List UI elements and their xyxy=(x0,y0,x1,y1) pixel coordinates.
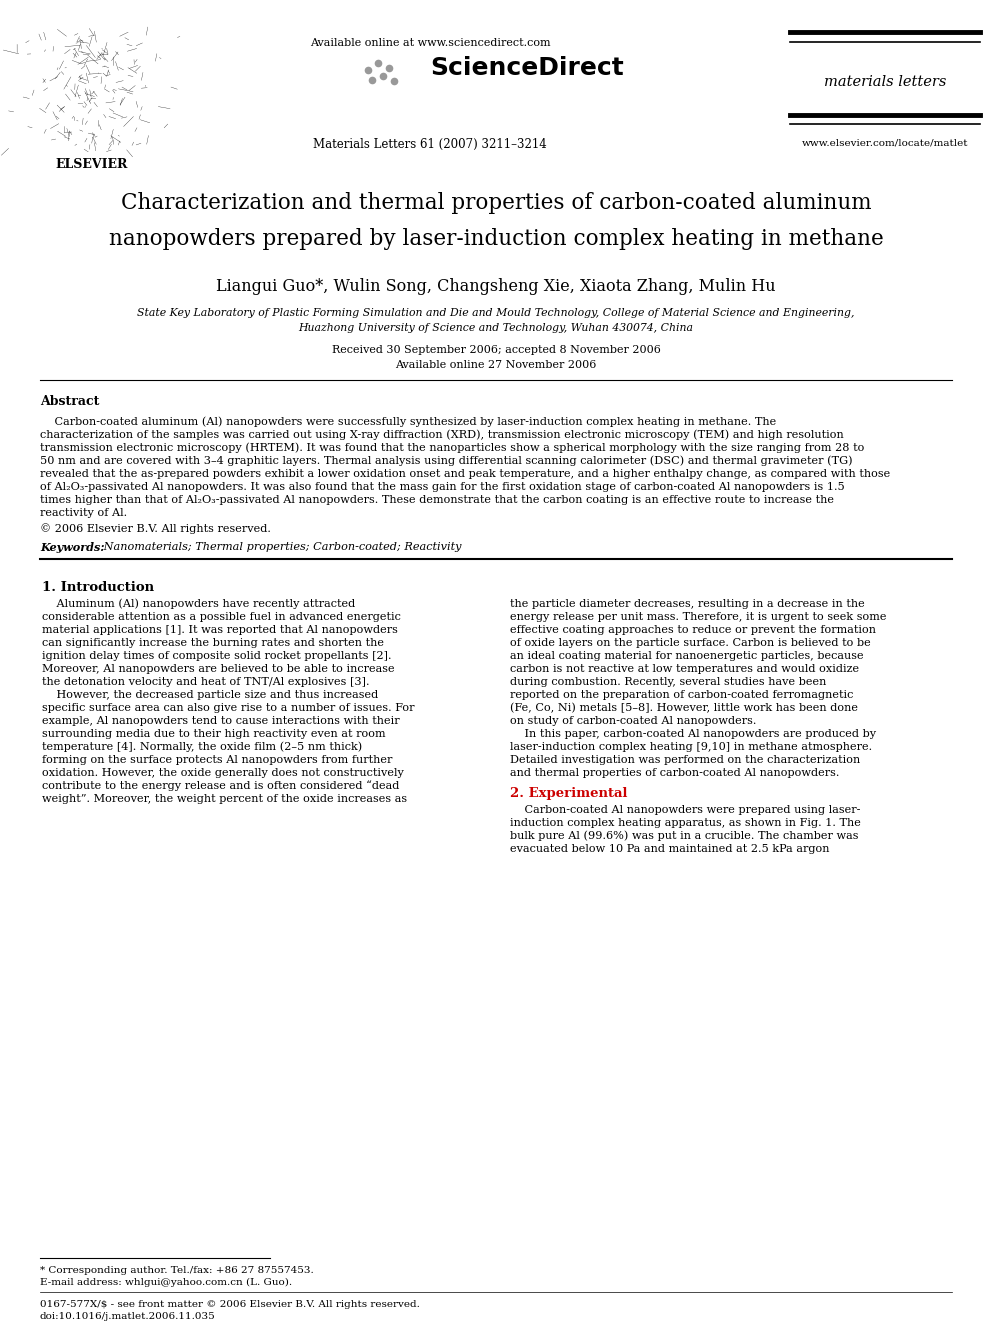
Text: an ideal coating material for nanoenergetic particles, because: an ideal coating material for nanoenerge… xyxy=(510,651,864,660)
Text: 0167-577X/$ - see front matter © 2006 Elsevier B.V. All rights reserved.: 0167-577X/$ - see front matter © 2006 El… xyxy=(40,1301,420,1308)
Text: considerable attention as a possible fuel in advanced energetic: considerable attention as a possible fue… xyxy=(42,611,401,622)
Text: characterization of the samples was carried out using X-ray diffraction (XRD), t: characterization of the samples was carr… xyxy=(40,429,844,439)
Text: ScienceDirect: ScienceDirect xyxy=(430,56,624,79)
Text: weight”. Moreover, the weight percent of the oxide increases as: weight”. Moreover, the weight percent of… xyxy=(42,794,407,803)
Text: 50 nm and are covered with 3–4 graphitic layers. Thermal analysis using differen: 50 nm and are covered with 3–4 graphitic… xyxy=(40,455,853,466)
Text: However, the decreased particle size and thus increased: However, the decreased particle size and… xyxy=(42,689,378,700)
Text: of oxide layers on the particle surface. Carbon is believed to be: of oxide layers on the particle surface.… xyxy=(510,638,871,647)
Text: effective coating approaches to reduce or prevent the formation: effective coating approaches to reduce o… xyxy=(510,624,876,635)
Text: Keywords:: Keywords: xyxy=(40,541,104,553)
Text: during combustion. Recently, several studies have been: during combustion. Recently, several stu… xyxy=(510,676,826,687)
Text: © 2006 Elsevier B.V. All rights reserved.: © 2006 Elsevier B.V. All rights reserved… xyxy=(40,524,271,534)
Text: Abstract: Abstract xyxy=(40,396,99,407)
Text: reactivity of Al.: reactivity of Al. xyxy=(40,508,127,519)
Text: Received 30 September 2006; accepted 8 November 2006: Received 30 September 2006; accepted 8 N… xyxy=(331,345,661,355)
Text: Moreover, Al nanopowders are believed to be able to increase: Moreover, Al nanopowders are believed to… xyxy=(42,664,395,673)
Text: material applications [1]. It was reported that Al nanopowders: material applications [1]. It was report… xyxy=(42,624,398,635)
Text: the detonation velocity and heat of TNT/Al explosives [3].: the detonation velocity and heat of TNT/… xyxy=(42,676,369,687)
Text: contribute to the energy release and is often considered “dead: contribute to the energy release and is … xyxy=(42,781,400,791)
Text: Available online at www.sciencedirect.com: Available online at www.sciencedirect.co… xyxy=(310,38,551,48)
Text: on study of carbon-coated Al nanopowders.: on study of carbon-coated Al nanopowders… xyxy=(510,716,756,725)
Text: can significantly increase the burning rates and shorten the: can significantly increase the burning r… xyxy=(42,638,384,647)
Text: transmission electronic microscopy (HRTEM). It was found that the nanoparticles : transmission electronic microscopy (HRTE… xyxy=(40,442,864,452)
Text: example, Al nanopowders tend to cause interactions with their: example, Al nanopowders tend to cause in… xyxy=(42,716,400,725)
Text: oxidation. However, the oxide generally does not constructively: oxidation. However, the oxide generally … xyxy=(42,767,404,778)
Text: specific surface area can also give rise to a number of issues. For: specific surface area can also give rise… xyxy=(42,703,415,713)
Text: bulk pure Al (99.6%) was put in a crucible. The chamber was: bulk pure Al (99.6%) was put in a crucib… xyxy=(510,831,858,841)
Text: laser-induction complex heating [9,10] in methane atmosphere.: laser-induction complex heating [9,10] i… xyxy=(510,742,872,751)
Text: times higher than that of Al₂O₃-passivated Al nanopowders. These demonstrate tha: times higher than that of Al₂O₃-passivat… xyxy=(40,495,834,505)
Text: Liangui Guo*, Wulin Song, Changsheng Xie, Xiaota Zhang, Mulin Hu: Liangui Guo*, Wulin Song, Changsheng Xie… xyxy=(216,278,776,295)
Text: ELSEVIER: ELSEVIER xyxy=(56,157,128,171)
Text: doi:10.1016/j.matlet.2006.11.035: doi:10.1016/j.matlet.2006.11.035 xyxy=(40,1312,215,1320)
Text: E-mail address: whlgui@yahoo.com.cn (L. Guo).: E-mail address: whlgui@yahoo.com.cn (L. … xyxy=(40,1278,292,1287)
Text: and thermal properties of carbon-coated Al nanopowders.: and thermal properties of carbon-coated … xyxy=(510,767,839,778)
Text: surrounding media due to their high reactivity even at room: surrounding media due to their high reac… xyxy=(42,729,386,738)
Text: the particle diameter decreases, resulting in a decrease in the: the particle diameter decreases, resulti… xyxy=(510,598,865,609)
Text: Detailed investigation was performed on the characterization: Detailed investigation was performed on … xyxy=(510,754,860,765)
Text: Characterization and thermal properties of carbon-coated aluminum: Characterization and thermal properties … xyxy=(121,192,871,214)
Text: carbon is not reactive at low temperatures and would oxidize: carbon is not reactive at low temperatur… xyxy=(510,664,859,673)
Text: Carbon-coated aluminum (Al) nanopowders were successfully synthesized by laser-i: Carbon-coated aluminum (Al) nanopowders … xyxy=(40,415,777,426)
Text: of Al₂O₃-passivated Al nanopowders. It was also found that the mass gain for the: of Al₂O₃-passivated Al nanopowders. It w… xyxy=(40,482,845,492)
Text: forming on the surface protects Al nanopowders from further: forming on the surface protects Al nanop… xyxy=(42,754,393,765)
Text: Available online 27 November 2006: Available online 27 November 2006 xyxy=(396,360,596,370)
Text: In this paper, carbon-coated Al nanopowders are produced by: In this paper, carbon-coated Al nanopowd… xyxy=(510,729,876,738)
Text: revealed that the as-prepared powders exhibit a lower oxidation onset and peak t: revealed that the as-prepared powders ex… xyxy=(40,468,890,479)
Text: Materials Letters 61 (2007) 3211–3214: Materials Letters 61 (2007) 3211–3214 xyxy=(313,138,547,151)
Text: nanopowders prepared by laser-induction complex heating in methane: nanopowders prepared by laser-induction … xyxy=(109,228,883,250)
Text: reported on the preparation of carbon-coated ferromagnetic: reported on the preparation of carbon-co… xyxy=(510,689,853,700)
Text: temperature [4]. Normally, the oxide film (2–5 nm thick): temperature [4]. Normally, the oxide fil… xyxy=(42,742,362,753)
Text: Carbon-coated Al nanopowders were prepared using laser-: Carbon-coated Al nanopowders were prepar… xyxy=(510,804,860,815)
Text: * Corresponding author. Tel./fax: +86 27 87557453.: * Corresponding author. Tel./fax: +86 27… xyxy=(40,1266,313,1275)
Text: State Key Laboratory of Plastic Forming Simulation and Die and Mould Technology,: State Key Laboratory of Plastic Forming … xyxy=(137,308,855,318)
Text: Huazhong University of Science and Technology, Wuhan 430074, China: Huazhong University of Science and Techn… xyxy=(299,323,693,333)
Text: Nanomaterials; Thermal properties; Carbon-coated; Reactivity: Nanomaterials; Thermal properties; Carbo… xyxy=(100,541,461,552)
Text: (Fe, Co, Ni) metals [5–8]. However, little work has been done: (Fe, Co, Ni) metals [5–8]. However, litt… xyxy=(510,703,858,713)
Text: ignition delay times of composite solid rocket propellants [2].: ignition delay times of composite solid … xyxy=(42,651,392,660)
Text: Aluminum (Al) nanopowders have recently attracted: Aluminum (Al) nanopowders have recently … xyxy=(42,598,355,609)
Text: materials letters: materials letters xyxy=(823,75,946,89)
Text: www.elsevier.com/locate/matlet: www.elsevier.com/locate/matlet xyxy=(802,138,968,147)
Text: energy release per unit mass. Therefore, it is urgent to seek some: energy release per unit mass. Therefore,… xyxy=(510,611,887,622)
Text: induction complex heating apparatus, as shown in Fig. 1. The: induction complex heating apparatus, as … xyxy=(510,818,861,828)
Text: 1. Introduction: 1. Introduction xyxy=(42,581,154,594)
Text: 2. Experimental: 2. Experimental xyxy=(510,787,628,799)
Text: evacuated below 10 Pa and maintained at 2.5 kPa argon: evacuated below 10 Pa and maintained at … xyxy=(510,844,829,853)
